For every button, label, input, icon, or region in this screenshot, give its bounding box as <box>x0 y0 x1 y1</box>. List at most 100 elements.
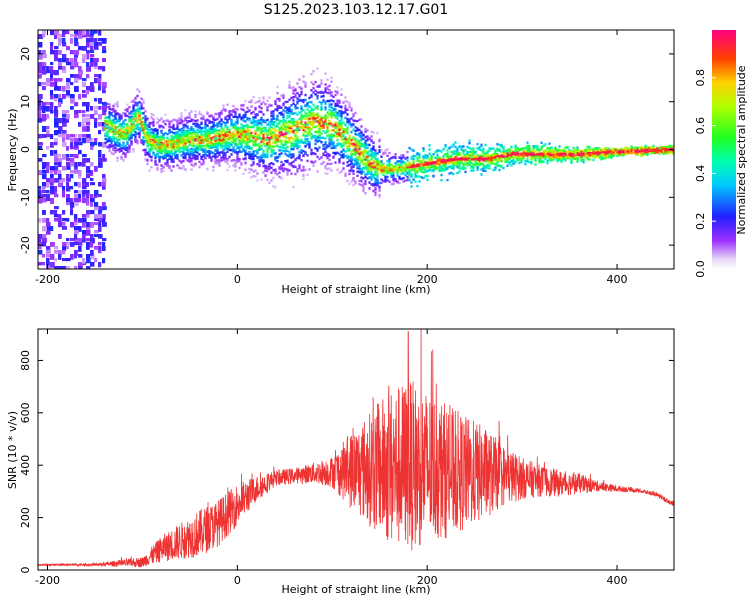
spectrogram-cells <box>70 38 74 44</box>
spectrogram-cells <box>312 119 315 123</box>
spectrogram-cells <box>198 126 201 129</box>
spectrogram-cells <box>518 158 521 161</box>
spectrogram-cells <box>58 62 62 67</box>
spectrogram-cells <box>276 173 279 176</box>
spectrogram-cells <box>344 137 347 141</box>
spectrogram-cells <box>254 101 257 104</box>
spectrogram-cells <box>448 158 451 162</box>
spectrogram-cells <box>260 140 263 143</box>
spectrogram-cells <box>310 121 313 124</box>
spectrogram-cells <box>374 165 377 169</box>
spectrogram-cells <box>386 154 389 157</box>
spectrogram-cells <box>302 168 305 171</box>
spectrogram-cells <box>282 102 285 105</box>
spectrogram-cells <box>352 146 665 163</box>
spectrogram-cells <box>578 152 581 156</box>
spectrogram-cells <box>524 160 527 163</box>
spectrogram-cells <box>128 106 131 109</box>
spectrogram-cells <box>394 167 397 171</box>
spectrogram-cells <box>654 150 657 153</box>
spectrogram-cells <box>178 133 181 136</box>
spectrogram-cells <box>156 131 515 163</box>
spectrogram-cells <box>656 147 659 150</box>
spectrogram-cells <box>202 130 205 133</box>
snr-ytick-label: 400 <box>19 455 32 476</box>
spectrogram-cells <box>532 152 535 155</box>
spectrogram-cells <box>388 164 391 167</box>
spectrogram-xtick-label: -200 <box>35 273 60 286</box>
spectrogram-cells <box>598 151 601 155</box>
spectrogram-cells <box>98 114 103 120</box>
spectrogram-cells <box>398 160 401 163</box>
snr-series-line <box>38 329 674 568</box>
spectrogram-cells <box>662 147 665 150</box>
spectrogram-cells <box>340 145 343 148</box>
spectrogram-ytick-label: 20 <box>19 47 32 61</box>
spectrogram-cells <box>644 148 647 151</box>
spectrogram-cells <box>238 135 241 138</box>
spectrogram-cells <box>452 160 455 164</box>
spectrogram-cells <box>534 159 537 162</box>
spectrogram-cells <box>338 128 341 131</box>
spectrogram-cells <box>164 113 303 155</box>
spectrogram-cells <box>90 146 94 150</box>
spectrogram-xtick-label: 400 <box>607 273 628 286</box>
spectrogram-cells <box>126 103 129 106</box>
spectrogram-cells <box>282 133 285 136</box>
spectrogram-cells <box>102 161 205 187</box>
spectrogram-cells <box>338 133 341 136</box>
spectrogram-cells <box>328 122 331 125</box>
spectrogram-cells <box>240 133 243 136</box>
spectrogram-cells <box>638 150 641 153</box>
spectrogram-cells <box>408 164 411 167</box>
snr-xlabel: Height of straight line (km) <box>281 583 430 596</box>
spectrogram-cells <box>626 151 629 155</box>
spectrogram-cells <box>334 90 347 108</box>
snr-xtick-label: 200 <box>417 574 438 587</box>
spectrogram-cells <box>414 168 417 172</box>
spectrogram-cells <box>394 153 397 156</box>
spectrogram-cells <box>354 182 357 185</box>
colorbar-tick-label: 0.2 <box>694 212 707 230</box>
spectrogram-cells <box>226 150 229 153</box>
spectrogram-cells <box>354 157 459 175</box>
spectrogram-cells <box>430 161 433 165</box>
spectrogram-cells <box>410 165 413 169</box>
spectrogram-cells <box>460 161 463 164</box>
spectrogram-cells <box>110 130 113 133</box>
colorbar: 0.0 0.2 0.4 0.6 0.8 Normalized spectral ampl… <box>694 30 748 278</box>
spectrogram-cells <box>306 132 309 135</box>
spectrogram-cells <box>234 169 237 172</box>
spectrogram-xtick-label: 0 <box>234 273 241 286</box>
spectrogram-cells <box>562 154 565 157</box>
colorbar-tick-label: 0.8 <box>694 69 707 87</box>
spectrogram-cells <box>618 150 621 154</box>
spectrogram-heatmap <box>38 30 674 269</box>
spectrogram-cells <box>212 104 429 173</box>
spectrogram-cells <box>54 142 385 199</box>
figure-title: S125.2023.103.12.17.G01 <box>264 2 449 18</box>
spectrogram-cells <box>272 145 275 149</box>
spectrogram-cells <box>46 250 51 254</box>
spectrogram-cells <box>650 149 653 152</box>
spectrogram-cells <box>546 155 549 158</box>
snr-xtick-label: 0 <box>234 574 241 587</box>
spectrogram-cells <box>294 93 297 96</box>
spectrogram-cells <box>330 91 333 94</box>
spectrogram-cells <box>152 135 155 138</box>
spectrogram-cells <box>348 134 351 138</box>
spectrogram-cells <box>188 143 209 148</box>
spectrogram-cells <box>372 176 375 179</box>
spectrogram-ytick-label: 0 <box>19 146 32 153</box>
spectrogram-cells <box>658 147 661 150</box>
spectrogram-cells <box>140 117 143 120</box>
snr-ytick-label: 0 <box>19 567 32 574</box>
snr-xtick-label: -200 <box>35 574 60 587</box>
spectrogram-cells <box>178 151 181 154</box>
spectrogram-cells <box>198 110 201 114</box>
spectrogram-cells <box>270 148 273 151</box>
spectrogram-cells <box>478 148 481 151</box>
spectrogram-cells <box>286 171 289 175</box>
spectrogram-cells <box>216 122 219 125</box>
spectrogram-cells <box>428 161 435 166</box>
